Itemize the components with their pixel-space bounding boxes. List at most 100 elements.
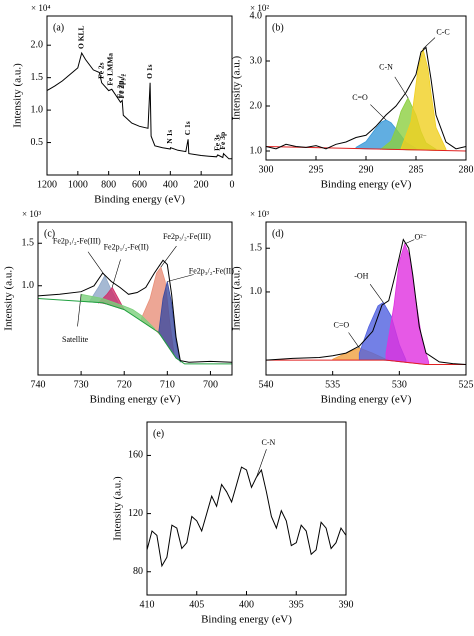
x-tick-label: 530 [392,379,407,390]
x-axis-label: Binding energy (eV) [90,394,181,406]
background-line [266,359,466,365]
component-area [385,242,430,365]
spectrum-line [46,51,232,160]
panel-label: (d) [272,228,284,239]
peak-label: N 1s [165,130,174,144]
peak-label: Fe LMMa [106,53,115,86]
x-tick-label: 400 [163,179,178,190]
peak-label: C 1s [183,121,192,135]
x-tick-label: 0 [230,179,235,190]
x-tick-label: 300 [259,164,274,175]
component-label: Satellite [62,335,89,344]
spectrum-line [37,259,233,363]
x-tick-label: 400 [239,599,254,610]
component-label: Fe2p₃/₂-Fe(II) [189,266,234,275]
peak-label: Fe 3p [218,132,227,150]
spectrum-line [265,238,467,365]
x-tick-label: 600 [132,179,147,190]
leader-line [256,449,267,478]
leader-line [348,332,360,349]
component-label: C=O [334,321,350,330]
x-axis-label: Binding energy (eV) [94,194,185,206]
leader-line [87,251,106,276]
x-tick-label: 290 [359,164,374,175]
x-tick-label: 540 [259,379,274,390]
x-tick-label: 700 [203,379,218,390]
y-axis-label: Intensity (a.u.) [231,55,243,120]
peak-label: Fe 2p₁/₂ [115,73,124,98]
x-tick-label: 730 [74,379,89,390]
y-tick-label: 1.0 [22,280,35,291]
x-tick-label: 740 [31,379,46,390]
y-tick-label: 80 [133,566,143,577]
x-tick-label: 295 [309,164,324,175]
panel-label: (c) [44,228,55,239]
y-tick-label: 0.5 [31,137,44,148]
x-tick-label: 405 [189,599,204,610]
background-line [37,298,232,365]
x-tick-label: 390 [339,599,354,610]
peak-label: Fe 2s [96,62,105,79]
peak-label: O KLL [76,25,85,49]
x-tick-label: 285 [409,164,424,175]
y-tick-label: 1.0 [250,145,263,156]
y-tick-label: 1.5 [22,238,35,249]
component-label: C=O [352,93,368,102]
component-label: O²⁻ [414,233,426,242]
y-tick-label: 160 [128,450,143,461]
leader-line [394,76,409,99]
peak-label: O 1s [145,64,154,78]
y-axis-label: Intensity (a.u.) [112,476,124,541]
leader-line [404,239,415,245]
plot-frame [146,421,347,596]
panel-label: (a) [53,22,64,33]
y-axis-label: Intensity (a.u.) [231,266,243,331]
y-multiplier: × 10³ [22,209,41,219]
x-tick-label: 525 [459,379,474,390]
x-tick-label: 800 [101,179,116,190]
component-label: -OH [354,271,368,280]
y-tick-label: 2.0 [31,40,44,51]
x-tick-label: 720 [117,379,132,390]
plot-frame [37,221,233,376]
plot-frame [265,221,467,376]
component-label: Fe2p₃/₂-Fe(III) [163,232,211,241]
x-tick-label: 395 [289,599,304,610]
panel-label: (e) [153,428,164,439]
plot-frame [46,15,233,176]
y-tick-label: 2.0 [250,100,263,111]
y-tick-label: 4.0 [250,10,263,21]
y-tick-label: 1.0 [250,286,263,297]
leader-line [369,284,384,303]
y-multiplier: × 10² [250,3,269,13]
spectrum-line [146,466,347,568]
leader-line [160,245,177,268]
leader-line [167,274,194,282]
x-tick-label: 410 [140,599,155,610]
x-tick-label: 710 [160,379,175,390]
x-tick-label: 1000 [68,179,88,190]
component-label: C-N [379,63,393,72]
y-tick-label: 3.0 [250,55,263,66]
panel-label: (b) [272,22,284,33]
y-tick-label: 1.5 [250,243,263,254]
component-label: Fe2p₁/₂-Fe(III) [53,236,101,245]
y-multiplier: × 10³ [250,209,269,219]
y-tick-label: 1.5 [31,72,44,83]
peak-label: Fe 2p₃/₂ [117,73,126,98]
x-axis-label: Binding energy (eV) [201,614,292,626]
leader-line [77,294,82,327]
component-label: Fe2p₁/₂-Fe(II) [104,242,149,251]
peak-label: C-N [262,438,276,447]
y-tick-label: 1.0 [31,104,44,115]
component-label: C-C [436,28,449,37]
y-axis-label: Intensity (a.u.) [12,63,24,128]
y-multiplier: × 10⁴ [31,3,50,13]
peak-label: Fe 3s [212,134,221,151]
y-axis-label: Intensity (a.u.) [3,266,15,331]
leader-line [422,37,436,50]
x-axis-label: Binding energy (eV) [321,179,412,191]
y-tick-label: 120 [128,508,143,519]
x-tick-label: 200 [194,179,209,190]
